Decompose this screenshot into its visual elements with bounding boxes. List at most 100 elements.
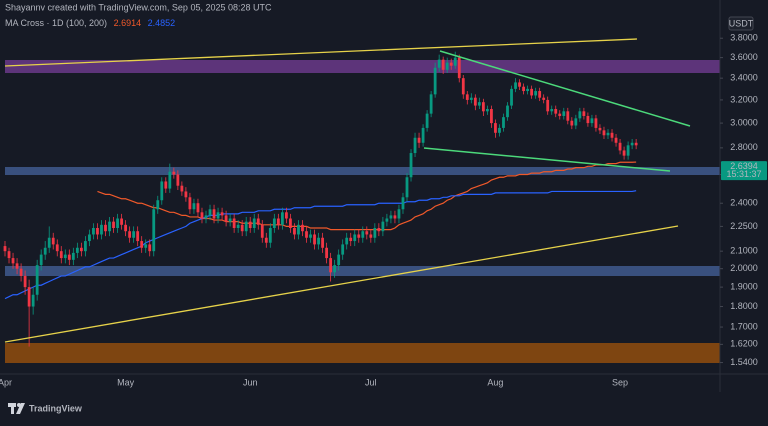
- candle-body: [305, 231, 308, 238]
- candle-body: [614, 137, 618, 143]
- candle-body: [192, 203, 196, 210]
- candle-body: [116, 218, 119, 228]
- candle-body: [180, 185, 184, 192]
- last-price: 2.6394: [730, 161, 758, 171]
- indicator-legend: MA Cross · 1D (100, 200) 2.6914 2.4852: [5, 18, 175, 28]
- currency: USDT: [729, 18, 754, 28]
- candle-body: [240, 224, 244, 232]
- candle-body: [172, 171, 176, 175]
- candle-body: [365, 231, 369, 235]
- y-tick-label: 2.2500: [730, 221, 758, 231]
- candle-body: [285, 212, 288, 219]
- candle-body: [148, 244, 152, 252]
- candle-body: [574, 118, 578, 126]
- candle-body: [329, 258, 333, 273]
- candle-body: [558, 113, 562, 116]
- candle-body: [132, 231, 136, 238]
- candle-body: [570, 120, 574, 126]
- candle-body: [345, 237, 349, 245]
- y-tick-label: 1.6200: [730, 339, 758, 349]
- brand-name: TradingView: [29, 403, 83, 413]
- candle-body: [67, 254, 71, 260]
- candle-body: [425, 113, 429, 128]
- candle-body: [176, 174, 180, 186]
- x-tick-label: Jun: [243, 377, 258, 387]
- support-zone: [5, 167, 720, 175]
- x-tick-label: May: [117, 377, 135, 387]
- candle-body: [79, 247, 83, 252]
- candle-body: [381, 221, 385, 232]
- candle-body: [232, 218, 236, 228]
- candle-body: [618, 142, 622, 151]
- candle-body: [256, 218, 260, 225]
- candle-body: [252, 218, 256, 228]
- y-tick-label: 2.0000: [730, 263, 758, 273]
- candle-body: [630, 142, 634, 146]
- candle-body: [313, 234, 316, 245]
- candle-body: [15, 263, 19, 269]
- candle-body: [578, 111, 582, 119]
- indicator-value: 2.4852: [148, 18, 176, 28]
- candle-body: [610, 132, 614, 138]
- candle-body: [321, 237, 324, 248]
- candle-body: [393, 215, 397, 219]
- candle-body: [550, 109, 554, 112]
- candle-body: [409, 153, 413, 178]
- candle-body: [405, 177, 409, 198]
- candle-body: [224, 215, 228, 222]
- candle-body: [71, 252, 75, 260]
- candle-body: [92, 227, 95, 235]
- candle-body: [626, 145, 630, 156]
- candle-body: [361, 231, 365, 238]
- candle-body: [276, 218, 280, 225]
- candle-body: [47, 237, 51, 248]
- y-tick-label: 3.4000: [730, 73, 758, 83]
- candle-body: [51, 237, 55, 245]
- last-price-box: [721, 161, 767, 181]
- candle-body: [184, 191, 188, 198]
- candle-body: [63, 254, 67, 259]
- candle-body: [590, 118, 594, 124]
- candle-body: [477, 102, 481, 106]
- candle-body: [510, 88, 513, 106]
- candle-body: [445, 62, 449, 70]
- candle-body: [31, 294, 35, 307]
- support-zone: [5, 266, 720, 276]
- x-tick-label: Sep: [612, 377, 628, 387]
- candle-body: [606, 132, 610, 136]
- candle-body: [586, 115, 590, 124]
- wedge-line: [439, 50, 691, 127]
- candle-body: [421, 127, 425, 143]
- candle-body: [96, 227, 99, 235]
- candle-body: [369, 234, 373, 238]
- y-tick-label: 1.8000: [730, 301, 758, 311]
- candle-body: [337, 254, 341, 266]
- moving-average: [4, 190, 637, 300]
- candle-body: [35, 265, 39, 295]
- candle-body: [248, 221, 252, 228]
- candle-body: [23, 275, 27, 288]
- candle-body: [160, 181, 164, 201]
- candle-body: [389, 215, 393, 219]
- candle-body: [473, 97, 477, 106]
- candle-body: [357, 234, 361, 238]
- trend-line: [4, 225, 679, 343]
- candle-body: [289, 218, 292, 228]
- plot-area: [3, 51, 638, 347]
- candle-body: [385, 218, 389, 222]
- candle-body: [542, 97, 546, 100]
- candle-body: [341, 244, 345, 255]
- candle-body: [188, 197, 192, 210]
- x-tick-label: Jul: [365, 377, 377, 387]
- candle-body: [481, 102, 485, 112]
- candle-body: [216, 212, 220, 219]
- axes: 3.80003.60003.40003.20003.00002.80002.60…: [0, 0, 768, 392]
- x-tick-label: Apr: [0, 377, 12, 387]
- candle-body: [486, 109, 489, 112]
- candle-body: [498, 127, 501, 133]
- candle-body: [494, 123, 497, 133]
- candle-body: [7, 251, 11, 259]
- candle-body: [437, 59, 441, 68]
- candle-body: [297, 224, 300, 235]
- candle-body: [554, 109, 558, 114]
